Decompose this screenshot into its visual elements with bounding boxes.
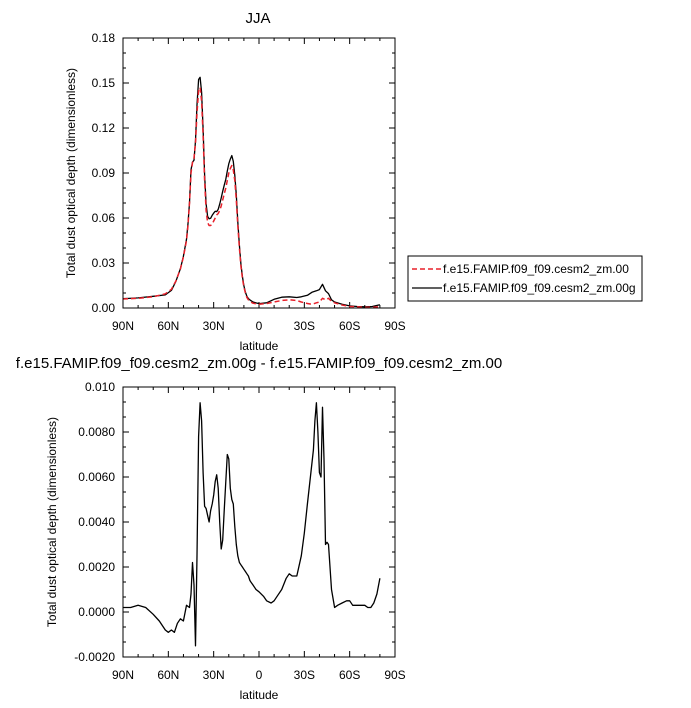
top-y-tick-label: 0.12 (92, 121, 116, 135)
top-y-tick-label: 0.18 (92, 31, 116, 45)
top-y-tick-label: 0.03 (92, 256, 116, 270)
bottom-y-tick-label: 0.0000 (78, 605, 115, 619)
bottom-y-tick-label: 0.0080 (78, 425, 115, 439)
top-y-tick-label: 0.00 (92, 301, 116, 315)
top-x-tick-label: 90N (112, 319, 134, 333)
top-series-line-1 (122, 76, 381, 308)
bottom-y-tick-label: -0.0020 (74, 650, 115, 664)
bottom-y-tick-label: 0.0020 (78, 560, 115, 574)
bottom-chart-title: f.e15.FAMIP.f09_f09.cesm2_zm.00g - f.e15… (16, 355, 502, 372)
bottom-x-tick-label: 90N (112, 668, 134, 682)
bottom-x-tick-label: 60N (157, 668, 179, 682)
top-x-tick-label: 30S (294, 319, 315, 333)
top-x-tick-labels: 90N 60N 30N 0 30S 60S 90S (112, 319, 406, 333)
bottom-plot-frame (122, 386, 396, 658)
top-x-tick-label: 0 (256, 319, 263, 333)
top-y-tick-label: 0.06 (92, 211, 116, 225)
top-x-tick-label: 60N (157, 319, 179, 333)
bottom-x-tick-label: 90S (384, 668, 405, 682)
bottom-y-axis-label: Total dust optical depth (dimensionless) (45, 417, 59, 627)
top-panel: JJA 90N 60N 30N 0 30S 60S 90S 0.00 0.03 0.06 0.09… (64, 10, 406, 353)
top-x-tick-label: 30N (203, 319, 225, 333)
legend-box (407, 255, 643, 302)
top-x-tick-label: 60S (339, 319, 360, 333)
top-y-axis-label: Total dust optical depth (dimensionless) (64, 68, 78, 278)
top-plot-frame (122, 37, 396, 309)
bottom-x-tick-label: 60S (339, 668, 360, 682)
bottom-y-tick-label: 0.0040 (78, 515, 115, 529)
top-series-line-0 (122, 86, 380, 309)
legend-label-zm00g: f.e15.FAMIP.f09_f09.cesm2_zm.00g (443, 281, 636, 295)
bottom-y-tick-labels: -0.0020 0.0000 0.0020 0.0040 0.0060 0.0080 0.0… (74, 380, 115, 664)
top-y-tick-label: 0.15 (92, 76, 116, 90)
bottom-axis-ticks (122, 386, 396, 658)
top-series-lines (122, 76, 381, 309)
top-x-axis-label: latitude (240, 339, 279, 353)
bottom-series-lines (123, 402, 381, 647)
top-chart-title: JJA (245, 10, 270, 27)
bottom-y-tick-label: 0.0060 (78, 470, 115, 484)
legend-label-zm00: f.e15.FAMIP.f09_f09.cesm2_zm.00 (443, 262, 629, 276)
top-y-tick-label: 0.09 (92, 166, 116, 180)
top-y-tick-labels: 0.00 0.03 0.06 0.09 0.12 0.15 0.18 (92, 31, 116, 315)
top-x-tick-label: 90S (384, 319, 405, 333)
legend: f.e15.FAMIP.f09_f09.cesm2_zm.00 f.e15.FA… (407, 255, 643, 302)
top-axis-ticks (122, 37, 396, 309)
bottom-x-tick-label: 30S (294, 668, 315, 682)
bottom-x-tick-labels: 90N 60N 30N 0 30S 60S 90S (112, 668, 406, 682)
bottom-x-tick-label: 30N (203, 668, 225, 682)
bottom-panel: f.e15.FAMIP.f09_f09.cesm2_zm.00g - f.e15… (16, 355, 502, 702)
bottom-y-tick-label: 0.010 (85, 380, 115, 394)
bottom-x-tick-label: 0 (256, 668, 263, 682)
bottom-x-axis-label: latitude (240, 688, 279, 702)
bottom-series-line-0 (123, 402, 381, 647)
